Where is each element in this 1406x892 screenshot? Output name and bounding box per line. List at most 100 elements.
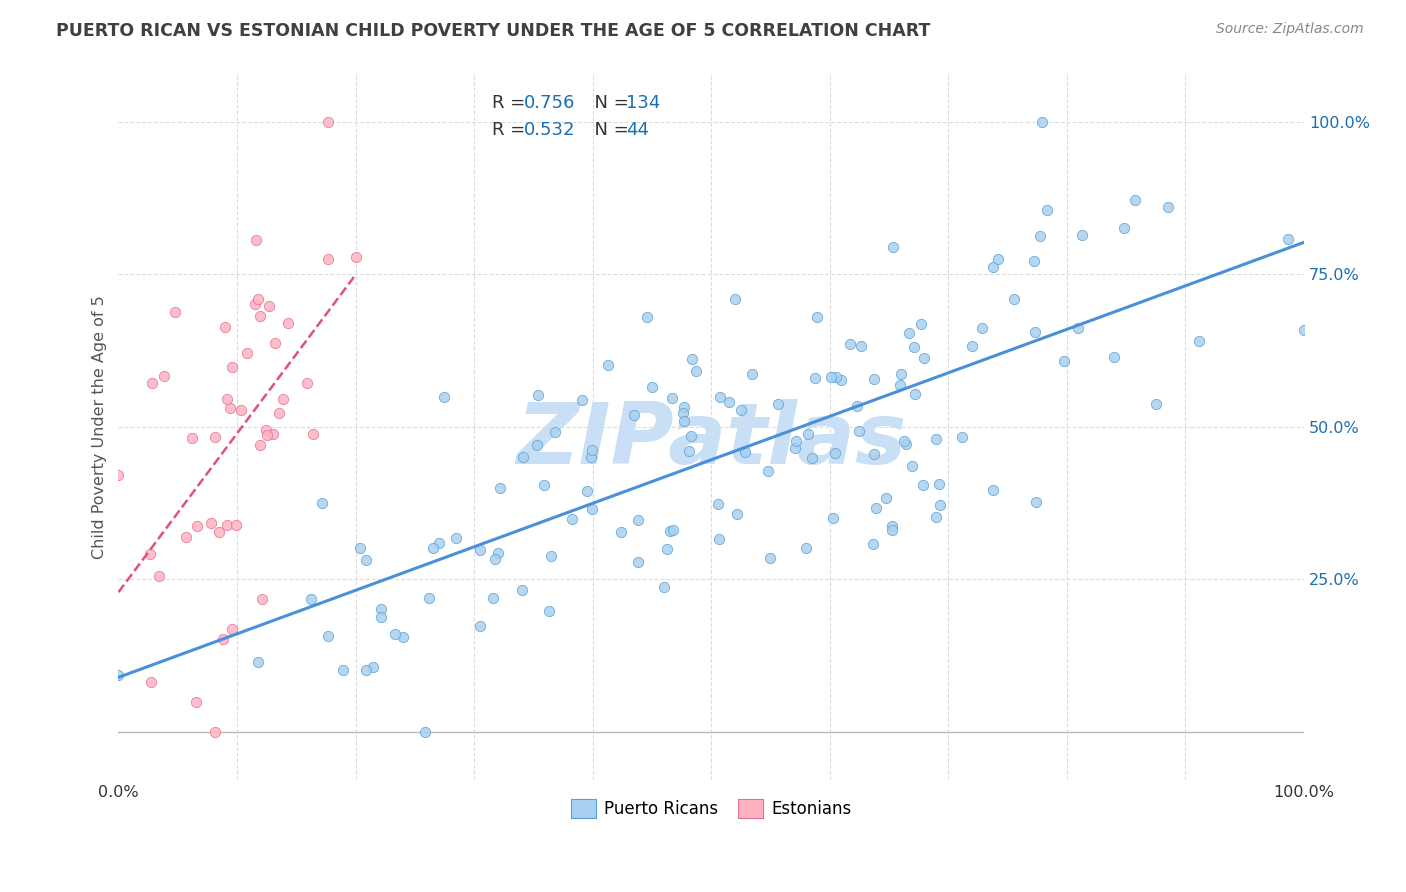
Point xyxy=(724,292,747,306)
Point xyxy=(673,401,696,415)
Text: 134: 134 xyxy=(626,94,661,112)
Point xyxy=(904,387,927,401)
Point xyxy=(256,428,278,442)
Point xyxy=(758,464,780,478)
Point xyxy=(1067,320,1090,334)
Point xyxy=(862,537,884,551)
Point xyxy=(862,372,884,386)
Point xyxy=(911,478,934,492)
Point xyxy=(581,442,603,457)
Point xyxy=(880,523,903,537)
Point xyxy=(636,310,658,324)
Point xyxy=(271,392,294,406)
Point xyxy=(609,525,631,540)
Point xyxy=(221,622,243,636)
Point xyxy=(204,724,226,739)
Point xyxy=(235,345,257,359)
Text: N =: N = xyxy=(583,120,634,138)
Point xyxy=(596,358,619,372)
Point xyxy=(468,543,491,558)
Point xyxy=(882,239,904,253)
Point xyxy=(139,674,162,689)
Point xyxy=(659,524,682,539)
Point xyxy=(1102,350,1125,364)
Point xyxy=(354,552,377,566)
Point xyxy=(540,549,562,563)
Point xyxy=(221,359,243,374)
Point xyxy=(718,394,741,409)
Y-axis label: Child Poverty Under the Age of 5: Child Poverty Under the Age of 5 xyxy=(93,294,107,558)
Point xyxy=(299,592,322,607)
Point xyxy=(349,541,371,555)
Point xyxy=(896,437,918,451)
Point xyxy=(678,444,700,458)
Point xyxy=(725,508,748,522)
Point xyxy=(174,530,197,544)
Point xyxy=(863,447,886,461)
Point xyxy=(730,402,752,417)
Point xyxy=(830,373,852,387)
Point xyxy=(153,368,176,383)
Point xyxy=(1188,334,1211,348)
Text: 44: 44 xyxy=(626,120,650,138)
Point xyxy=(662,524,685,538)
Text: 0.756: 0.756 xyxy=(524,94,575,112)
Point xyxy=(107,668,129,682)
Point xyxy=(526,438,548,452)
Point xyxy=(890,367,912,381)
Point xyxy=(1052,353,1074,368)
Point xyxy=(880,519,903,533)
Point xyxy=(384,627,406,641)
Point xyxy=(561,511,583,525)
Point xyxy=(200,516,222,530)
Point xyxy=(295,376,318,390)
Point xyxy=(925,510,948,524)
Point xyxy=(370,602,392,616)
Point xyxy=(249,438,271,452)
Point xyxy=(107,467,129,482)
Point xyxy=(960,339,983,353)
Point xyxy=(889,377,911,392)
Point xyxy=(845,399,868,413)
Point xyxy=(267,406,290,420)
Point xyxy=(652,580,675,594)
Point xyxy=(533,477,555,491)
Point xyxy=(217,392,239,406)
Point xyxy=(361,660,384,674)
Point xyxy=(661,391,683,405)
Point xyxy=(259,299,281,313)
Point xyxy=(970,321,993,335)
Point xyxy=(311,496,333,510)
Point xyxy=(444,531,467,545)
Point xyxy=(824,446,846,460)
Point xyxy=(318,252,340,267)
Point xyxy=(264,335,287,350)
Point xyxy=(707,497,730,511)
Point xyxy=(641,380,664,394)
Point xyxy=(433,390,456,404)
Point xyxy=(820,369,842,384)
Point xyxy=(254,423,277,437)
Point xyxy=(766,396,789,410)
Point xyxy=(571,393,593,408)
Point xyxy=(987,252,1010,266)
Point xyxy=(575,484,598,499)
Point xyxy=(427,535,450,549)
Point xyxy=(247,292,270,306)
Point xyxy=(734,445,756,459)
Point xyxy=(839,336,862,351)
Point xyxy=(316,628,339,642)
Point xyxy=(672,406,695,420)
Point xyxy=(262,426,284,441)
Point xyxy=(912,351,935,366)
Point xyxy=(681,351,703,366)
Point xyxy=(685,364,707,378)
Point xyxy=(488,481,510,495)
Point xyxy=(218,401,240,416)
Point xyxy=(848,424,870,438)
Point xyxy=(413,724,436,739)
Point xyxy=(484,552,506,566)
Point xyxy=(332,663,354,677)
Point xyxy=(482,591,505,606)
Point xyxy=(903,340,925,354)
